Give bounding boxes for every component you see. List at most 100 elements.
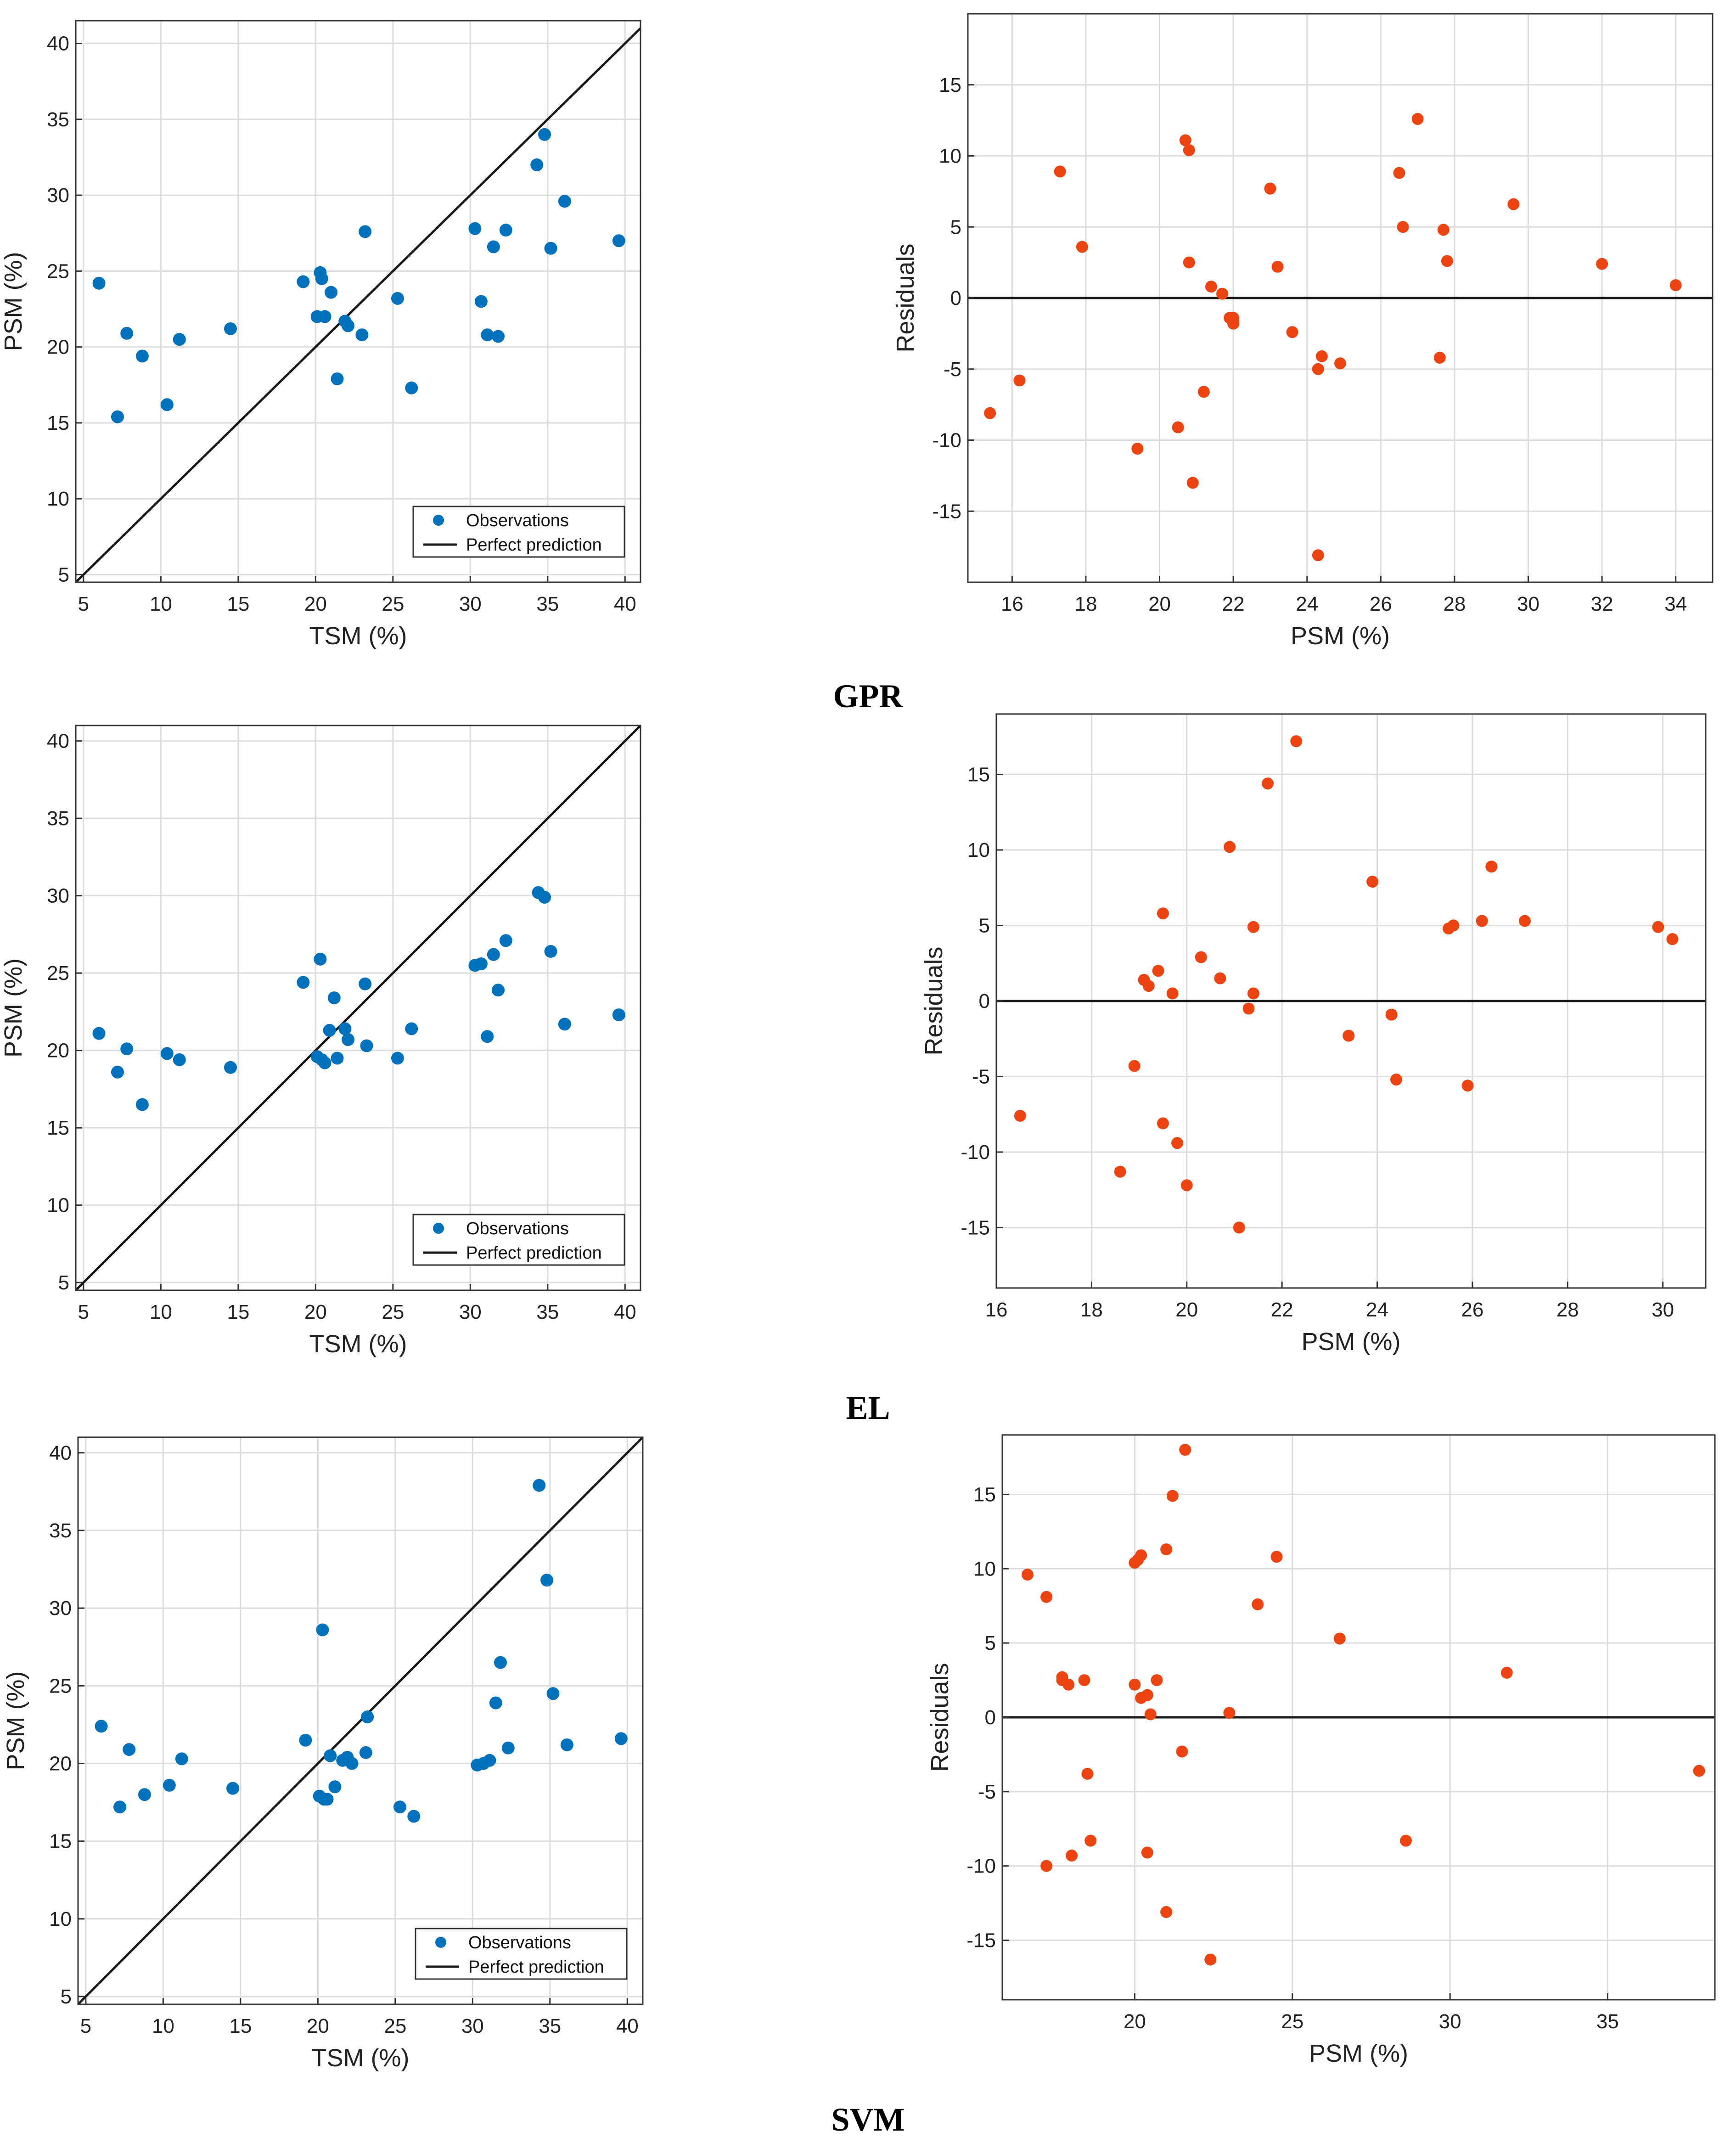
- x-tick-label: 40: [616, 2015, 639, 2037]
- observation-point: [489, 1696, 502, 1710]
- x-tick-label: 22: [1271, 1299, 1293, 1321]
- y-tick-label: 20: [49, 1753, 72, 1775]
- x-tick-label: 28: [1556, 1299, 1579, 1321]
- y-tick-label: 10: [47, 488, 69, 510]
- observation-point: [359, 1746, 372, 1759]
- y-tick-label: -5: [944, 358, 961, 381]
- residual-point: [1264, 182, 1276, 195]
- observation-point: [135, 1098, 149, 1111]
- observation-point: [111, 1065, 124, 1079]
- residual-point: [1312, 549, 1324, 562]
- y-tick-label: -10: [961, 1141, 990, 1164]
- residual-point: [1066, 1850, 1078, 1862]
- y-tick-label: 5: [58, 563, 69, 586]
- observation-point: [327, 991, 341, 1005]
- observation-point: [612, 234, 625, 247]
- residual-point: [1014, 1110, 1026, 1122]
- y-axis-label: Residuals: [892, 243, 919, 352]
- residual-point: [1343, 1029, 1355, 1042]
- y-tick-label: -15: [961, 1216, 990, 1239]
- y-axis-label: PSM (%): [0, 252, 27, 351]
- axes-frame: [77, 1436, 644, 2005]
- observation-point: [612, 1008, 625, 1022]
- observation-point: [483, 1754, 496, 1767]
- residual-point: [1441, 255, 1453, 267]
- observation-point: [360, 1039, 373, 1052]
- observation-point: [345, 1757, 359, 1770]
- x-tick-label: 16: [985, 1299, 1008, 1321]
- x-tick-label: 30: [1517, 593, 1539, 615]
- residual-point: [1076, 241, 1088, 253]
- legend: Observations Perfect prediction: [412, 1214, 625, 1266]
- x-tick-label: 15: [227, 1301, 249, 1323]
- residual-point: [1507, 198, 1520, 210]
- y-tick-label: 15: [47, 1117, 69, 1139]
- x-tick-label: 30: [1652, 1299, 1674, 1321]
- residual-point: [1021, 1569, 1034, 1581]
- residual-point: [1385, 1008, 1398, 1021]
- observation-point: [491, 984, 505, 997]
- residual-point: [1485, 860, 1498, 873]
- x-tick-label: 5: [80, 2015, 91, 2037]
- svm-residuals-panel: 20 25 30 35 -15 -10 -5 0 5 10 15 PSM (%) Residuals: [926, 1434, 1716, 2067]
- y-tick-label: 15: [973, 1483, 996, 1506]
- observation-point: [323, 1024, 336, 1037]
- observation-point: [355, 328, 369, 342]
- x-tick-label: 40: [614, 1301, 636, 1323]
- residual-point: [1366, 876, 1379, 888]
- residual-point: [1270, 1551, 1283, 1563]
- x-axis-label: TSM (%): [309, 622, 407, 650]
- observation-point: [499, 224, 512, 237]
- residual-point: [1183, 256, 1195, 269]
- residual-point: [1693, 1765, 1705, 1777]
- residual-point: [1160, 1543, 1173, 1556]
- y-tick-label: 5: [979, 915, 990, 937]
- x-tick-label: 30: [1439, 2010, 1461, 2033]
- y-tick-label: 15: [47, 412, 69, 434]
- residual-point: [1247, 921, 1259, 933]
- observation-point: [558, 195, 571, 208]
- residual-point: [1013, 374, 1026, 387]
- observation-point: [342, 319, 355, 332]
- observation-point: [331, 372, 344, 386]
- residual-point: [1518, 915, 1531, 927]
- observation-point: [135, 349, 149, 363]
- perfect-prediction-line: [76, 725, 640, 1290]
- residual-point: [1129, 1678, 1141, 1691]
- x-tick-label: 20: [304, 1301, 327, 1323]
- y-tick-label: -5: [972, 1065, 990, 1088]
- legend-box: [415, 1928, 628, 1980]
- residual-point: [1216, 287, 1229, 300]
- y-tick-label: 5: [950, 216, 961, 238]
- residual-point: [1078, 1674, 1090, 1687]
- legend: Observations Perfect prediction: [412, 506, 625, 558]
- residual-point: [1411, 113, 1424, 125]
- gpr-residuals-panel: 16 18 20 22 24 26 28 30 32 34 -15 -10 -5 0 5 10 15 PSM (%…: [892, 13, 1714, 650]
- residual-point: [1084, 1834, 1097, 1847]
- y-tick-label: 5: [61, 1985, 72, 2008]
- y-tick-label: 30: [47, 885, 69, 907]
- legend-perfect-prediction-label: Perfect prediction: [466, 1243, 602, 1263]
- residual-point: [1081, 1768, 1094, 1780]
- observation-point: [487, 948, 500, 961]
- observation-point: [533, 1479, 546, 1492]
- y-axis-label: Residuals: [920, 946, 948, 1055]
- legend-observation-marker: [433, 1223, 444, 1234]
- observation-point: [474, 957, 488, 970]
- observation-point: [315, 272, 328, 285]
- observation-point: [487, 240, 500, 253]
- observation-point: [138, 1788, 151, 1801]
- y-tick-label: 40: [47, 33, 69, 55]
- x-tick-label: 35: [536, 1301, 559, 1323]
- residual-point: [1242, 1002, 1255, 1015]
- legend-observations-label: Observations: [466, 1219, 569, 1238]
- row-caption-gpr: GPR: [833, 678, 903, 714]
- residual-point: [1142, 980, 1155, 992]
- data-layer: [76, 27, 640, 582]
- residual-point: [1247, 987, 1259, 1000]
- x-tick-label: 22: [1222, 593, 1245, 615]
- residual-point: [1312, 363, 1324, 375]
- x-axis-label: PSM (%): [1302, 1328, 1401, 1355]
- y-tick-label: 5: [58, 1271, 69, 1294]
- residual-point: [1437, 224, 1449, 236]
